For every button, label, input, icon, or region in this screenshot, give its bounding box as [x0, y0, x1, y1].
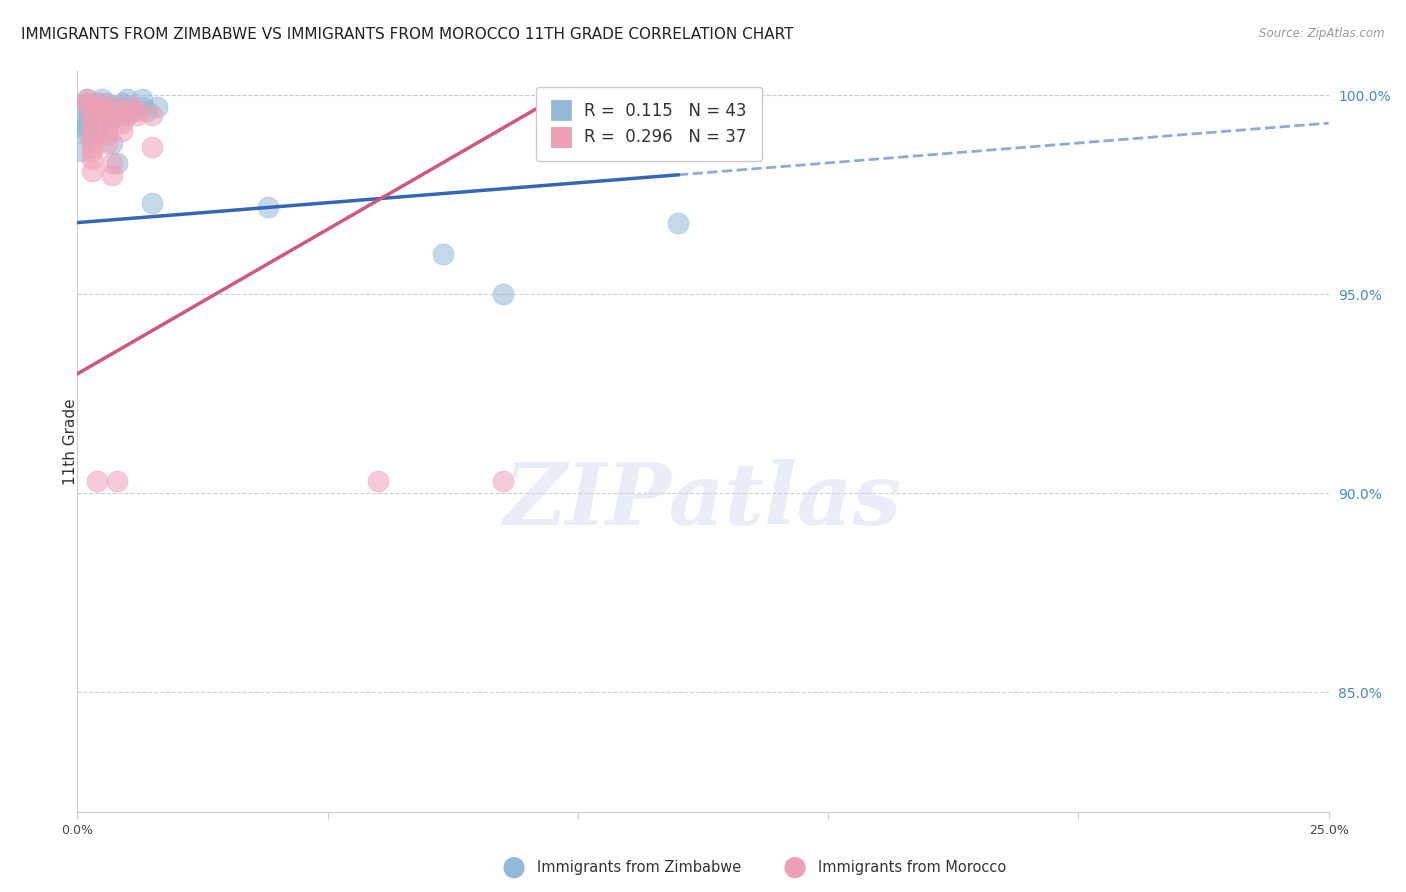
Point — [141, 108, 163, 122]
Point — [121, 104, 143, 119]
Point — [86, 475, 108, 489]
Point — [101, 168, 124, 182]
Point — [96, 104, 118, 119]
Point — [666, 216, 689, 230]
Point — [86, 120, 108, 134]
Point — [117, 108, 139, 122]
Point — [96, 136, 118, 150]
Point — [82, 128, 104, 142]
Point — [76, 116, 98, 130]
Point — [117, 100, 139, 114]
Point — [82, 164, 104, 178]
Point — [541, 92, 564, 106]
Point — [72, 144, 94, 158]
Point — [256, 200, 278, 214]
Point — [82, 140, 104, 154]
Point — [86, 116, 108, 130]
Point — [105, 156, 128, 170]
Point — [82, 152, 104, 166]
Point — [91, 96, 114, 111]
Point — [146, 100, 169, 114]
Point — [96, 124, 118, 138]
Point — [82, 120, 104, 134]
Point — [82, 144, 104, 158]
Point — [96, 128, 118, 142]
Point — [432, 247, 454, 261]
Point — [76, 108, 98, 122]
Point — [91, 108, 114, 122]
Y-axis label: 11th Grade: 11th Grade — [63, 398, 77, 485]
Point — [76, 96, 98, 111]
Point — [101, 108, 124, 122]
Point — [91, 100, 114, 114]
Point — [136, 104, 159, 119]
Point — [96, 96, 118, 111]
Point — [492, 287, 515, 301]
Point — [76, 124, 98, 138]
Point — [367, 475, 389, 489]
Point — [86, 96, 108, 111]
Point — [86, 124, 108, 138]
Text: Immigrants from Morocco: Immigrants from Morocco — [818, 860, 1007, 874]
Point — [121, 100, 143, 114]
Point — [105, 100, 128, 114]
Point — [91, 112, 114, 127]
Point — [141, 195, 163, 210]
Point — [111, 108, 134, 122]
Point — [105, 104, 128, 119]
Point — [96, 116, 118, 130]
Point — [111, 96, 134, 111]
Point — [131, 92, 153, 106]
Point — [76, 92, 98, 106]
Point — [86, 100, 108, 114]
Point — [96, 108, 118, 122]
Point — [101, 112, 124, 127]
Point — [76, 96, 98, 111]
Point — [91, 104, 114, 119]
Point — [117, 92, 139, 106]
Point — [82, 100, 104, 114]
Text: ●: ● — [501, 853, 526, 881]
Point — [96, 116, 118, 130]
Point — [82, 132, 104, 146]
Point — [101, 156, 124, 170]
Point — [127, 104, 149, 119]
Point — [76, 120, 98, 134]
Point — [76, 128, 98, 142]
Text: Source: ZipAtlas.com: Source: ZipAtlas.com — [1260, 27, 1385, 40]
Text: IMMIGRANTS FROM ZIMBABWE VS IMMIGRANTS FROM MOROCCO 11TH GRADE CORRELATION CHART: IMMIGRANTS FROM ZIMBABWE VS IMMIGRANTS F… — [21, 27, 793, 42]
Point — [111, 124, 134, 138]
Point — [76, 100, 98, 114]
Point — [76, 92, 98, 106]
Point — [91, 92, 114, 106]
Text: ●: ● — [782, 853, 807, 881]
Point — [82, 108, 104, 122]
Point — [101, 136, 124, 150]
Point — [105, 475, 128, 489]
Point — [131, 100, 153, 114]
Point — [96, 100, 118, 114]
Point — [111, 104, 134, 119]
Text: ZIPatlas: ZIPatlas — [503, 459, 903, 542]
Point — [82, 112, 104, 127]
Point — [82, 104, 104, 119]
Point — [492, 475, 515, 489]
Legend: R =  0.115   N = 43, R =  0.296   N = 37: R = 0.115 N = 43, R = 0.296 N = 37 — [536, 87, 762, 161]
Point — [76, 112, 98, 127]
Point — [141, 140, 163, 154]
Point — [127, 108, 149, 122]
Point — [111, 116, 134, 130]
Point — [105, 100, 128, 114]
Text: Immigrants from Zimbabwe: Immigrants from Zimbabwe — [537, 860, 741, 874]
